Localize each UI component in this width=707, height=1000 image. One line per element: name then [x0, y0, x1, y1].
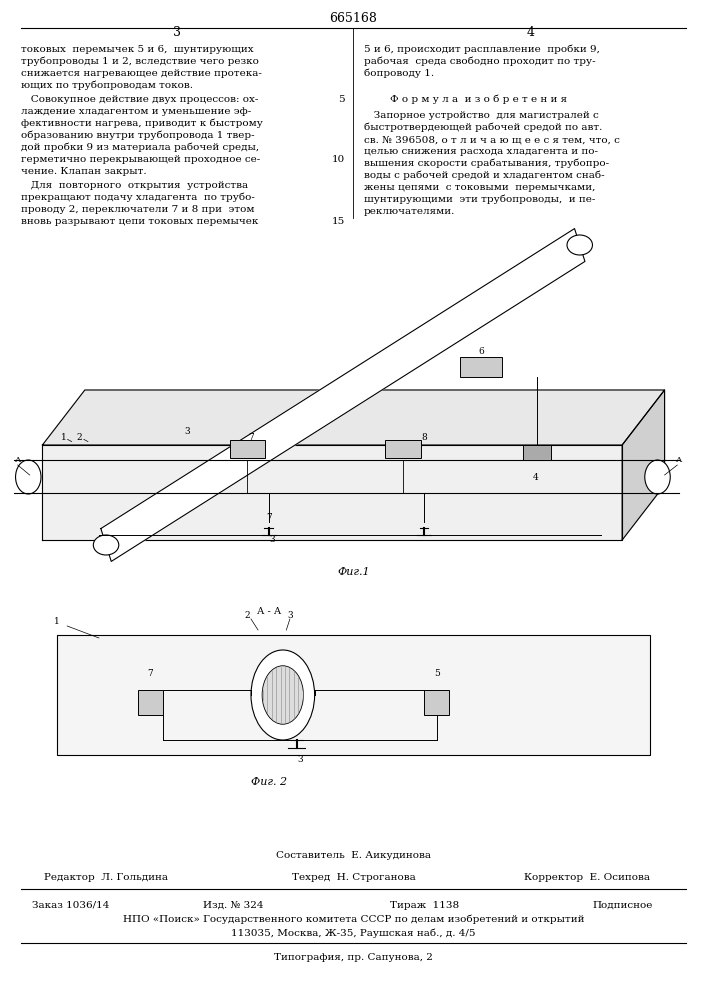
Text: А - А: А - А [257, 607, 281, 616]
Ellipse shape [645, 460, 670, 494]
Text: 2: 2 [76, 432, 82, 442]
Text: ющих по трубопроводам токов.: ющих по трубопроводам токов. [21, 81, 193, 91]
Text: чение. Клапан закрыт.: чение. Клапан закрыт. [21, 167, 147, 176]
Text: 113035, Москва, Ж-35, Раушская наб., д. 4/5: 113035, Москва, Ж-35, Раушская наб., д. … [231, 928, 476, 938]
Polygon shape [101, 229, 585, 561]
Text: Ф о р м у л а  и з о б р е т е н и я: Ф о р м у л а и з о б р е т е н и я [364, 95, 567, 104]
Text: 3: 3 [298, 756, 303, 764]
Text: рабочая  среда свободно проходит по тру-: рабочая среда свободно проходит по тру- [364, 57, 596, 66]
Text: 7: 7 [248, 434, 254, 442]
Text: Тираж  1138: Тираж 1138 [390, 900, 459, 910]
Text: 8: 8 [421, 434, 427, 442]
Text: 15: 15 [332, 217, 345, 226]
Text: фективности нагрева, приводит к быстрому: фективности нагрева, приводит к быстрому [21, 119, 263, 128]
Circle shape [262, 666, 303, 724]
Text: вновь разрывают цепи токовых перемычек: вновь разрывают цепи токовых перемычек [21, 217, 259, 226]
Text: 1: 1 [61, 432, 66, 442]
Text: Типография, пр. Сапунова, 2: Типография, пр. Сапунова, 2 [274, 954, 433, 962]
Text: 5: 5 [434, 668, 440, 678]
Text: герметично перекрывающей проходное се-: герметично перекрывающей проходное се- [21, 155, 260, 164]
Bar [57, 635, 650, 755]
Text: 4: 4 [526, 25, 534, 38]
Text: Заказ 1036/14: Заказ 1036/14 [32, 900, 110, 910]
Bar [230, 440, 265, 458]
Text: 5 и 6, происходит расплавление  пробки 9,: 5 и 6, происходит расплавление пробки 9, [364, 45, 600, 54]
Text: целью снижения расхода хладагента и по-: целью снижения расхода хладагента и по- [364, 147, 598, 156]
Text: дой пробки 9 из материала рабочей среды,: дой пробки 9 из материала рабочей среды, [21, 143, 259, 152]
Text: Запорное устройство  для магистралей с: Запорное устройство для магистралей с [364, 111, 599, 120]
Polygon shape [622, 390, 665, 540]
Text: А: А [675, 456, 682, 464]
Text: Составитель  Е. Аикудинова: Составитель Е. Аикудинова [276, 850, 431, 859]
Text: 5: 5 [339, 95, 345, 104]
Text: 10: 10 [332, 155, 345, 164]
Text: Совокупное действие двух процессов: ох-: Совокупное действие двух процессов: ох- [21, 95, 259, 104]
Text: 3: 3 [287, 610, 293, 619]
Bar [460, 357, 502, 377]
Text: 6: 6 [478, 348, 484, 357]
Text: снижается нагревающее действие протека-: снижается нагревающее действие протека- [21, 69, 262, 78]
Text: Корректор  Е. Осипова: Корректор Е. Осипова [524, 872, 650, 882]
Text: быстротвердеющей рабочей средой по авт.: быстротвердеющей рабочей средой по авт. [364, 123, 602, 132]
Text: шунтирующими  эти трубопроводы,  и пе-: шунтирующими эти трубопроводы, и пе- [364, 195, 595, 205]
Text: проводу 2, переключатели 7 и 8 при  этом: проводу 2, переключатели 7 и 8 при этом [21, 205, 255, 214]
Text: реключателями.: реключателями. [364, 207, 455, 216]
Text: прекращают подачу хладагента  по трубо-: прекращают подачу хладагента по трубо- [21, 193, 255, 202]
Bar [523, 445, 551, 460]
Text: 3: 3 [185, 428, 190, 436]
Text: св. № 396508, о т л и ч а ю щ е е с я тем, что, с: св. № 396508, о т л и ч а ю щ е е с я те… [364, 135, 620, 144]
Text: 7: 7 [266, 512, 271, 522]
Ellipse shape [16, 460, 41, 494]
Text: Изд. № 324: Изд. № 324 [203, 900, 264, 910]
Text: жены цепями  с токовыми  перемычками,: жены цепями с токовыми перемычками, [364, 183, 595, 192]
Text: 3: 3 [269, 536, 275, 544]
Text: 2: 2 [245, 610, 250, 619]
Polygon shape [42, 390, 665, 445]
Text: А: А [14, 456, 21, 464]
Text: 665168: 665168 [329, 11, 378, 24]
Polygon shape [42, 445, 622, 540]
Text: бопроводу 1.: бопроводу 1. [364, 69, 434, 79]
Text: Редактор  Л. Гольдина: Редактор Л. Гольдина [44, 872, 168, 882]
Circle shape [251, 650, 315, 740]
Text: лаждение хладагентом и уменьшение эф-: лаждение хладагентом и уменьшение эф- [21, 107, 252, 116]
Text: вышения скорости срабатывания, трубопро-: вышения скорости срабатывания, трубопро- [364, 159, 609, 168]
Text: Техред  Н. Строганова: Техред Н. Строганова [291, 872, 416, 882]
Text: трубопроводы 1 и 2, вследствие чего резко: трубопроводы 1 и 2, вследствие чего резк… [21, 57, 259, 66]
Bar [385, 440, 421, 458]
Text: 1: 1 [54, 617, 59, 626]
Text: токовых  перемычек 5 и 6,  шунтирующих: токовых перемычек 5 и 6, шунтирующих [21, 45, 254, 54]
Text: 4: 4 [533, 474, 539, 483]
Text: Подписное: Подписное [592, 900, 653, 910]
Ellipse shape [93, 535, 119, 555]
Text: НПО «Поиск» Государственного комитета СССР по делам изобретений и открытий: НПО «Поиск» Государственного комитета СС… [123, 914, 584, 924]
Text: Фиг.1: Фиг.1 [337, 567, 370, 577]
Bar [424, 690, 449, 715]
Text: 3: 3 [173, 25, 181, 38]
Text: Фиг. 2: Фиг. 2 [250, 777, 287, 787]
Bar [138, 690, 163, 715]
Text: 7: 7 [148, 668, 153, 678]
Text: Для  повторного  открытия  устройства: Для повторного открытия устройства [21, 181, 248, 190]
Ellipse shape [567, 235, 592, 255]
Text: образованию внутри трубопровода 1 твер-: образованию внутри трубопровода 1 твер- [21, 131, 255, 140]
Text: воды с рабочей средой и хладагентом снаб-: воды с рабочей средой и хладагентом снаб… [364, 171, 604, 180]
